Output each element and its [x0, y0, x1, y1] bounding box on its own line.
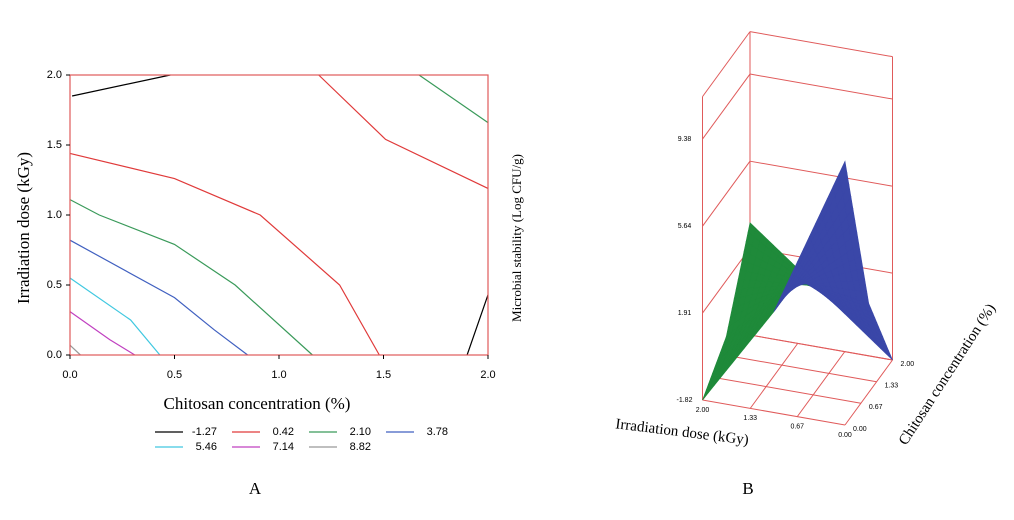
contour-line: [69, 239, 249, 356]
wall-grid-line: [702, 247, 751, 314]
wall-grid-line: [749, 334, 893, 361]
contour-line: [69, 74, 489, 356]
y-tick-label: 1.33: [885, 383, 899, 390]
plot-frame: [69, 74, 489, 356]
floor-grid-line: [718, 377, 861, 404]
box-edge: [749, 31, 893, 58]
y-axis-title: Irradiation dose (kGy): [14, 152, 33, 304]
legend-label: 5.46: [196, 441, 217, 453]
wall-grid-line: [702, 160, 751, 227]
x-tick-label: 1.5: [376, 369, 391, 381]
y-tick-label: 0.5: [47, 279, 62, 291]
panel-label: A: [249, 479, 262, 498]
wall-grid-line: [749, 160, 893, 187]
z-axis-title: Microbial stability (Log CFU/g): [509, 154, 524, 322]
legend-label: 7.14: [273, 441, 294, 453]
contour-line: [69, 74, 489, 356]
y-tick-label: 0.67: [869, 404, 883, 411]
y-tick-label: 2.00: [901, 361, 915, 368]
y-tick-label: 0.00: [853, 426, 867, 433]
z-tick-label: 1.91: [678, 310, 692, 317]
legend-label: 3.78: [427, 426, 448, 438]
x-tick-label: 1.33: [743, 415, 757, 422]
legend-label: 2.10: [350, 426, 371, 438]
x-tick-label: 2.00: [696, 407, 710, 414]
x-tick-label: 0.0: [62, 369, 77, 381]
y-tick-label: 2.0: [47, 69, 62, 81]
x-tick-label: 0.5: [167, 369, 182, 381]
y-tick-label: 0.0: [47, 349, 62, 361]
legend-label: -1.27: [192, 426, 217, 438]
floor-grid-line: [702, 399, 846, 426]
z-tick-label: 9.38: [678, 136, 692, 143]
contour-line: [69, 344, 81, 356]
x-tick-label: 2.0: [480, 369, 495, 381]
x-axis-title: Irradiation dose (kGy): [615, 416, 750, 448]
contour-line: [71, 74, 489, 356]
wall-grid-line: [702, 73, 751, 140]
contour-line: [69, 311, 136, 356]
y-tick-label: 1.5: [47, 139, 62, 151]
z-tick-label: 5.64: [678, 223, 692, 230]
floor-grid-line: [844, 359, 893, 426]
floor-grid-line: [734, 356, 877, 383]
y-axis-title: Chitosan concentration (%): [896, 301, 999, 448]
floor-grid-line: [796, 351, 846, 417]
wall-grid-line: [749, 73, 893, 100]
legend-label: 8.82: [350, 441, 371, 453]
floor-grid-line: [749, 343, 799, 409]
z-tick-label: -1.82: [677, 397, 693, 404]
x-axis-title: Chitosan concentration (%): [164, 394, 351, 413]
panel-label: B: [742, 479, 753, 498]
x-tick-label: 0.00: [838, 432, 852, 439]
x-tick-label: 1.0: [271, 369, 286, 381]
surface-patch: [838, 160, 848, 186]
x-tick-label: 0.67: [790, 423, 804, 430]
legend-label: 0.42: [273, 426, 294, 438]
box-edge: [702, 31, 751, 97]
y-tick-label: 1.0: [47, 209, 62, 221]
contour-line: [69, 277, 161, 356]
